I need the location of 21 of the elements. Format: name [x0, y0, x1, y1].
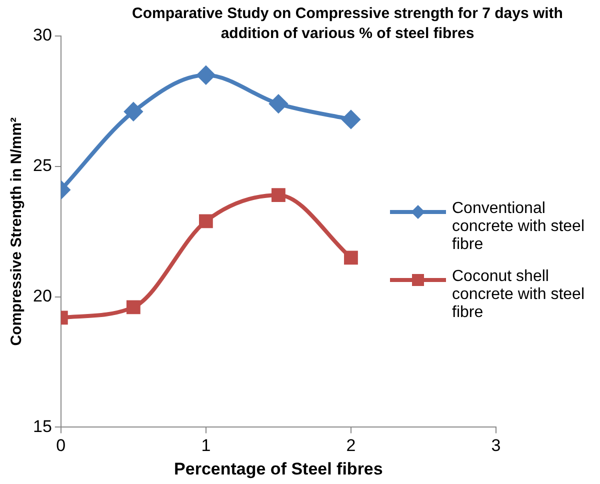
legend-label: Conventional concrete with steel fibre — [452, 200, 586, 254]
point — [344, 250, 358, 265]
legend-label: Coconut shell concrete with steel fibre — [452, 268, 586, 322]
y-tick-label: 15 — [32, 416, 52, 436]
y-axis-title: Compressive Strength in N/mm² — [8, 117, 26, 346]
chart-title: Comparative Study on Compressive strength for 7 days with addition of various % of steel fibres — [131, 4, 564, 44]
x-tick-label: 2 — [346, 436, 356, 456]
x-tick-label: 1 — [201, 436, 211, 456]
x-axis-title: Percentage of Steel fibres — [174, 459, 383, 478]
point — [269, 94, 288, 113]
y-tick-label: 25 — [32, 156, 52, 176]
point — [198, 214, 213, 228]
point — [196, 66, 215, 84]
point — [272, 188, 286, 202]
point — [124, 102, 142, 121]
y-tick-label: 30 — [32, 26, 52, 45]
y-tick-label: 20 — [32, 286, 52, 306]
x-tick-label: 3 — [491, 436, 501, 456]
x-tick-label: 0 — [56, 436, 66, 456]
point — [126, 300, 140, 314]
point — [342, 110, 360, 128]
